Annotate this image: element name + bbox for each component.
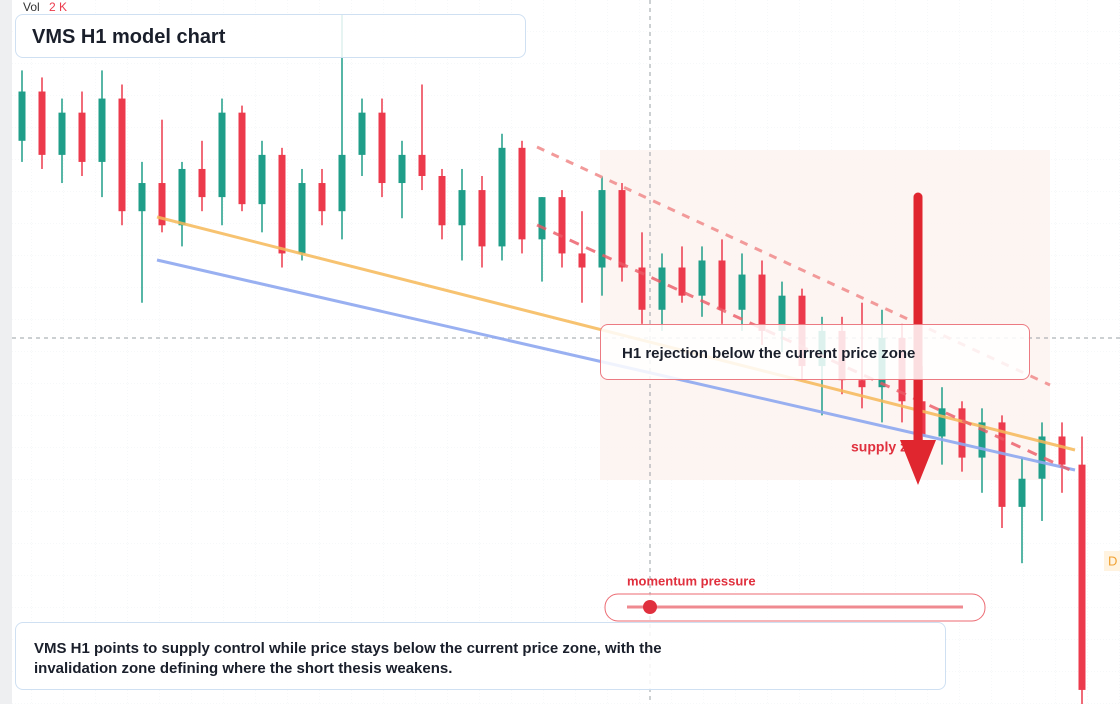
candle-body	[118, 98, 126, 212]
candle-body	[318, 183, 326, 212]
candle-body	[398, 154, 406, 184]
candle-body	[18, 91, 26, 141]
candle-body	[278, 154, 286, 254]
gauge-label: momentum pressure	[627, 573, 756, 588]
candle-body	[698, 260, 706, 296]
candle-body	[498, 147, 506, 247]
title-box: VMS H1 model chart	[15, 14, 526, 58]
candle-body	[738, 274, 746, 310]
edge-badge	[1104, 551, 1120, 571]
gauge-knob	[643, 600, 657, 614]
candle-body	[638, 267, 646, 310]
candle-body	[598, 190, 606, 268]
candle-body	[238, 112, 246, 205]
candle-body	[1078, 464, 1086, 690]
annotation-box: H1 rejection below the current price zon…	[600, 324, 1030, 380]
candle-body	[998, 422, 1006, 507]
candle-body	[138, 183, 146, 212]
volume-value: 2 K	[49, 0, 67, 14]
candle-body	[558, 197, 566, 254]
summary: VMS H1 points to supply control while pr…	[34, 640, 662, 677]
candle-body	[78, 112, 86, 162]
candle-body	[858, 380, 866, 388]
candle-body	[618, 190, 626, 268]
candle-body	[478, 190, 486, 247]
edge-label: D	[1108, 553, 1117, 568]
candle-body	[1058, 436, 1066, 465]
candle-body	[98, 98, 106, 162]
candle-body	[938, 408, 946, 437]
candle-body	[178, 168, 186, 226]
candle-body	[578, 253, 586, 268]
volume-label: Vol	[23, 0, 40, 14]
candle-body	[418, 154, 426, 176]
candle-body	[338, 154, 346, 212]
candle-body	[538, 197, 546, 240]
candle-body	[958, 408, 966, 458]
candle-body	[718, 260, 726, 310]
candle-body	[198, 168, 206, 198]
candle-body	[298, 183, 306, 254]
candle-body	[678, 267, 686, 296]
chart-title: VMS H1 model chart	[32, 26, 226, 48]
candle-body	[658, 267, 666, 310]
candle-body	[258, 154, 266, 205]
candles	[18, 14, 1086, 704]
candle-body	[978, 422, 986, 458]
candle-body	[38, 91, 46, 155]
candle-body	[758, 274, 766, 331]
candle-body	[378, 112, 386, 184]
candle-body	[458, 190, 466, 226]
candle-body	[58, 112, 66, 155]
candle-body	[778, 295, 786, 331]
candle-body	[518, 147, 526, 240]
candle-body	[438, 176, 446, 226]
candle-body	[158, 183, 166, 226]
summary-box: VMS H1 points to supply control while pr…	[15, 622, 946, 690]
candle-body	[1018, 478, 1026, 507]
candle-body	[218, 112, 226, 198]
candle-body	[1038, 436, 1046, 479]
left-strip	[0, 0, 12, 704]
candle-body	[358, 112, 366, 155]
annotation: H1 rejection below the current price zon…	[622, 345, 916, 362]
arrow-head	[900, 440, 936, 485]
